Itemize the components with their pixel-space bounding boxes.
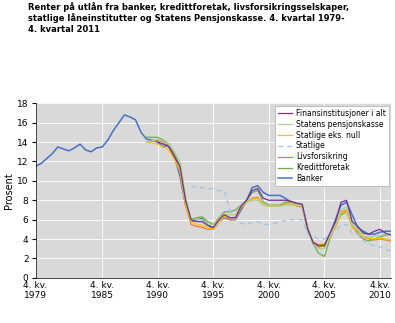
Kredittforetak bbox=[389, 232, 393, 236]
Livsforsikring bbox=[244, 200, 249, 204]
Statlige bbox=[244, 223, 249, 226]
Statlige eks. null bbox=[219, 217, 224, 221]
Statlige eks. null bbox=[344, 209, 349, 213]
Statlige bbox=[389, 249, 393, 253]
Finansinstitusjoner i alt bbox=[244, 198, 249, 202]
Banker bbox=[33, 164, 38, 168]
Line: Banker: Banker bbox=[36, 115, 391, 247]
Line: Statlige: Statlige bbox=[191, 187, 391, 251]
Kredittforetak bbox=[344, 210, 349, 214]
Statens pensjonskasse bbox=[389, 232, 393, 236]
Livsforsikring bbox=[314, 242, 318, 245]
Statlige bbox=[344, 223, 349, 226]
Legend: Finansinstitusjoner i alt, Statens pensjonskasse, Statlige eks. null, Statlige, : Finansinstitusjoner i alt, Statens pensj… bbox=[275, 106, 389, 186]
Banker bbox=[319, 244, 324, 248]
Livsforsikring bbox=[219, 217, 224, 221]
Livsforsikring bbox=[389, 239, 393, 243]
Text: Renter på utlån fra banker, kredittforetak, livsforsikringsselskaper,
statlige l: Renter på utlån fra banker, kredittforet… bbox=[28, 2, 349, 34]
Statlige eks. null bbox=[244, 199, 249, 203]
Kredittforetak bbox=[244, 198, 249, 202]
Banker bbox=[222, 216, 227, 220]
Finansinstitusjoner i alt bbox=[344, 198, 349, 202]
Statlige eks. null bbox=[389, 238, 393, 242]
Statens pensjonskasse bbox=[314, 244, 318, 248]
Line: Statens pensjonskasse: Statens pensjonskasse bbox=[147, 139, 391, 249]
Statlige bbox=[314, 236, 318, 240]
Banker bbox=[122, 113, 127, 117]
Banker bbox=[50, 152, 55, 156]
Line: Kredittforetak: Kredittforetak bbox=[147, 137, 391, 256]
Banker bbox=[247, 192, 252, 196]
Line: Livsforsikring: Livsforsikring bbox=[147, 140, 391, 245]
Statens pensjonskasse bbox=[219, 214, 224, 218]
Statlige eks. null bbox=[314, 243, 318, 247]
Line: Finansinstitusjoner i alt: Finansinstitusjoner i alt bbox=[158, 142, 391, 246]
Kredittforetak bbox=[219, 213, 224, 217]
Statlige bbox=[219, 189, 224, 193]
Banker bbox=[389, 229, 393, 233]
Livsforsikring bbox=[344, 208, 349, 212]
Banker bbox=[350, 213, 355, 217]
Line: Statlige eks. null: Statlige eks. null bbox=[147, 142, 391, 247]
Statens pensjonskasse bbox=[244, 200, 249, 204]
Finansinstitusjoner i alt bbox=[219, 215, 224, 219]
Finansinstitusjoner i alt bbox=[314, 242, 318, 246]
Kredittforetak bbox=[314, 247, 318, 251]
Statens pensjonskasse bbox=[344, 205, 349, 209]
Finansinstitusjoner i alt bbox=[389, 233, 393, 237]
Banker bbox=[316, 245, 321, 249]
Banker bbox=[133, 118, 138, 122]
Y-axis label: Prosent: Prosent bbox=[4, 172, 14, 209]
